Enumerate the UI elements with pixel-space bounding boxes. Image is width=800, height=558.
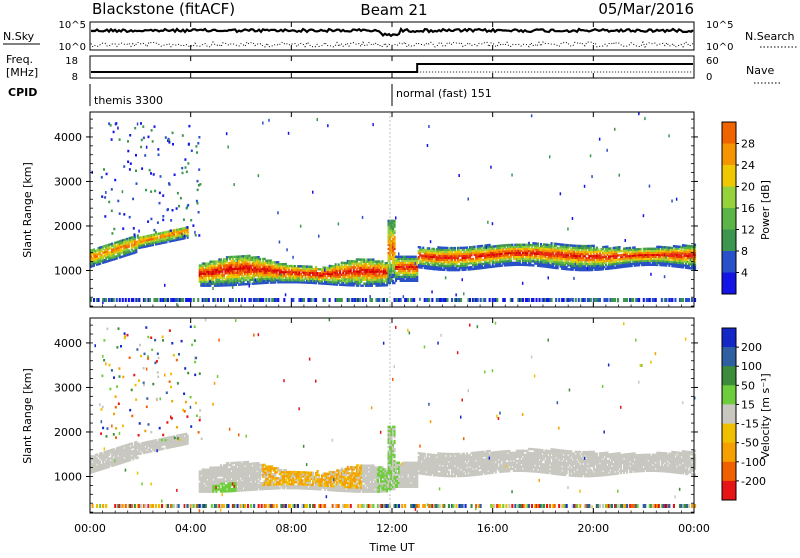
power-heatmap (90, 112, 696, 306)
y-tick-label: 4000 (54, 337, 82, 350)
colorbar-tick-label: 12 (741, 224, 755, 237)
freq-unit-label: [MHz] (6, 66, 38, 79)
nave-tick-bottom: 0 (706, 72, 712, 83)
x-tick-label: 08:00 (275, 522, 307, 535)
colorbar-tick-label: 24 (741, 159, 755, 172)
x-tick-label: 00:00 (678, 522, 710, 535)
velocity-colorbar-label: Velocity [m s⁻¹] (759, 373, 772, 458)
colorbar-tick-label: 4 (741, 267, 748, 280)
nave-tick-top: 60 (706, 56, 719, 67)
y-tick-label: 2000 (54, 426, 82, 439)
nsky-panel: N.Sky 10^5 10^0 10^5 10^0 N.Search (3, 20, 797, 53)
colorbar-tick-label: -15 (741, 418, 759, 431)
nsearch-label: N.Search (745, 30, 795, 43)
freq-panel: Freq. [MHz] 18 8 60 0 Nave (6, 53, 782, 83)
freq-label: Freq. (6, 53, 33, 66)
nsky-label: N.Sky (3, 30, 35, 43)
x-tick-label: 04:00 (175, 522, 207, 535)
x-tick-label: 20:00 (577, 522, 609, 535)
beam-title: Beam 21 (360, 1, 427, 19)
colorbar-tick-label: 8 (741, 245, 748, 258)
colorbar-tick-label: 100 (741, 360, 762, 373)
nsky-tick-bottom: 10^0 (59, 42, 86, 53)
x-tick-label: 16:00 (477, 522, 509, 535)
nsearch-tick-bottom: 10^0 (706, 42, 733, 53)
cpid-segment-themis: themis 3300 (94, 94, 163, 107)
velocity-heatmap (90, 318, 696, 512)
nsky-tick-top: 10^5 (59, 20, 86, 31)
colorbar-tick-label: 20 (741, 181, 755, 194)
power-y-axis-label: Slant Range [km] (21, 162, 34, 258)
colorbar-tick-label: -50 (741, 437, 759, 450)
nsearch-tick-top: 10^5 (706, 20, 733, 31)
cpid-segment-normal: normal (fast) 151 (396, 87, 492, 100)
nave-label: Nave (746, 64, 774, 77)
cpid-label: CPID (8, 86, 37, 99)
x-axis-label: Time UT (368, 541, 414, 554)
colorbar-tick-label: 28 (741, 138, 755, 151)
velocity-panel: 1000 2000 3000 4000 Slant Range [km] 200 100… (21, 318, 772, 513)
date-title: 05/Mar/2016 (598, 0, 694, 18)
cpid-panel: CPID themis 3300 normal (fast) 151 (8, 84, 492, 107)
colorbar-tick-label: -200 (741, 475, 766, 488)
y-tick-label: 4000 (54, 131, 82, 144)
y-tick-label: 3000 (54, 175, 82, 188)
freq-tick-bottom: 8 (72, 72, 78, 83)
velocity-y-axis-label: Slant Range [km] (21, 368, 34, 464)
y-tick-label: 3000 (54, 381, 82, 394)
colorbar-tick-label: 16 (741, 202, 755, 215)
power-colorbar: 4 8 12 16 20 24 28 (722, 122, 755, 294)
freq-tick-top: 18 (65, 56, 78, 67)
colorbar-tick-label: 200 (741, 341, 762, 354)
y-tick-label: 1000 (54, 264, 82, 277)
colorbar-tick-label: 50 (741, 379, 755, 392)
power-panel: 1000 2000 3000 4000 Slant Range [km] 4 8 12 16… (21, 112, 772, 307)
x-tick-label: 00:00 (74, 522, 106, 535)
power-colorbar-label: Power [dB] (759, 180, 772, 240)
station-title: Blackstone (fitACF) (92, 0, 235, 18)
x-tick-label: 12:00 (376, 522, 408, 535)
colorbar-tick-label: 15 (741, 398, 755, 411)
y-tick-label: 1000 (54, 470, 82, 483)
y-tick-label: 2000 (54, 220, 82, 233)
